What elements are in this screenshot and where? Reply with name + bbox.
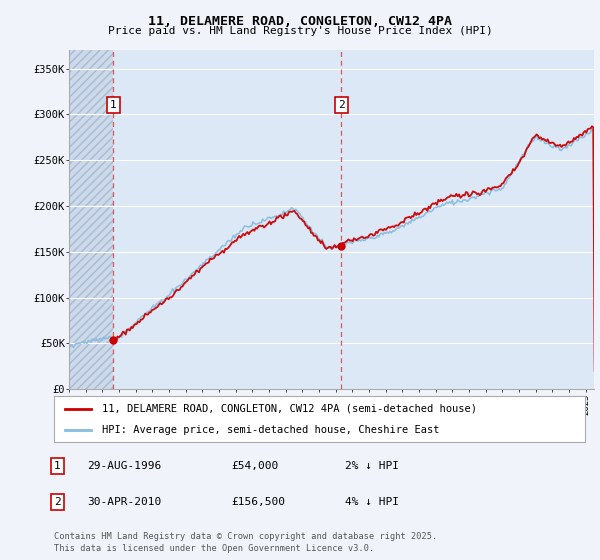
Text: HPI: Average price, semi-detached house, Cheshire East: HPI: Average price, semi-detached house,… [102, 425, 439, 435]
Text: 1: 1 [54, 461, 61, 471]
Text: Contains HM Land Registry data © Crown copyright and database right 2025.
This d: Contains HM Land Registry data © Crown c… [54, 533, 437, 553]
Text: 1: 1 [110, 100, 117, 110]
Text: 4% ↓ HPI: 4% ↓ HPI [345, 497, 399, 507]
Text: Price paid vs. HM Land Registry's House Price Index (HPI): Price paid vs. HM Land Registry's House … [107, 26, 493, 36]
Bar [69, 50, 113, 389]
Text: 2% ↓ HPI: 2% ↓ HPI [345, 461, 399, 471]
Bar [69, 50, 113, 389]
Text: 11, DELAMERE ROAD, CONGLETON, CW12 4PA (semi-detached house): 11, DELAMERE ROAD, CONGLETON, CW12 4PA (… [102, 404, 477, 414]
Text: 11, DELAMERE ROAD, CONGLETON, CW12 4PA: 11, DELAMERE ROAD, CONGLETON, CW12 4PA [148, 15, 452, 28]
Text: £156,500: £156,500 [231, 497, 285, 507]
Text: £54,000: £54,000 [231, 461, 278, 471]
Text: 2: 2 [338, 100, 344, 110]
Text: 30-APR-2010: 30-APR-2010 [87, 497, 161, 507]
Text: 2: 2 [54, 497, 61, 507]
Text: 29-AUG-1996: 29-AUG-1996 [87, 461, 161, 471]
